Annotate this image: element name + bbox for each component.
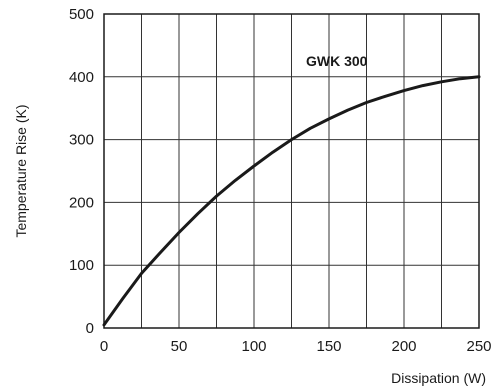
series-line: [102, 75, 481, 327]
x-tick-label: 150: [316, 338, 341, 355]
y-tick-label: 500: [69, 6, 94, 23]
y-tick-label: 0: [86, 320, 94, 337]
y-tick-label: 100: [69, 257, 94, 274]
y-axis-label: Temperature Rise (K): [13, 104, 29, 237]
y-tick-label: 200: [69, 194, 94, 211]
series-annotation: GWK 300: [306, 53, 368, 69]
data-series: [102, 75, 481, 327]
x-tick-label: 200: [391, 338, 416, 355]
x-tick-label: 50: [171, 338, 188, 355]
y-tick-label: 400: [69, 69, 94, 86]
x-tick-label: 0: [100, 338, 108, 355]
x-axis-label: Dissipation (W): [391, 370, 486, 386]
y-tick-label: 300: [69, 132, 94, 149]
tick-labels: 0 50 100 150 200 250 0 100 200 300 400 500: [69, 6, 492, 355]
plot-frame: [103, 13, 480, 329]
x-tick-label: 100: [241, 338, 266, 355]
grid-lines: [104, 14, 479, 328]
x-tick-label: 250: [466, 338, 491, 355]
